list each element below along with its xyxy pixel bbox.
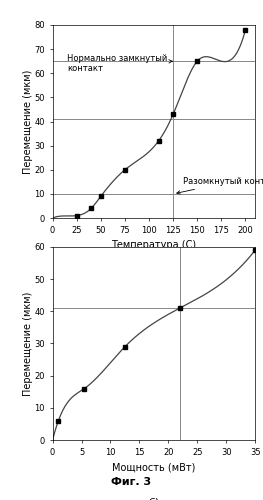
X-axis label: Температура (С): Температура (С): [111, 240, 196, 250]
Text: Фиг. 3: Фиг. 3: [112, 477, 151, 487]
Text: Нормально замкнутый
контакт: Нормально замкнутый контакт: [67, 54, 173, 74]
Text: а): а): [148, 272, 159, 282]
Text: Разомкнутый контакт: Разомкнутый контакт: [177, 177, 263, 194]
X-axis label: Мощность (мВт): Мощность (мВт): [112, 462, 196, 472]
Y-axis label: Перемещение (мкм): Перемещение (мкм): [23, 292, 33, 396]
Text: б): б): [148, 498, 159, 500]
Y-axis label: Перемещение (мкм): Перемещение (мкм): [23, 70, 33, 174]
